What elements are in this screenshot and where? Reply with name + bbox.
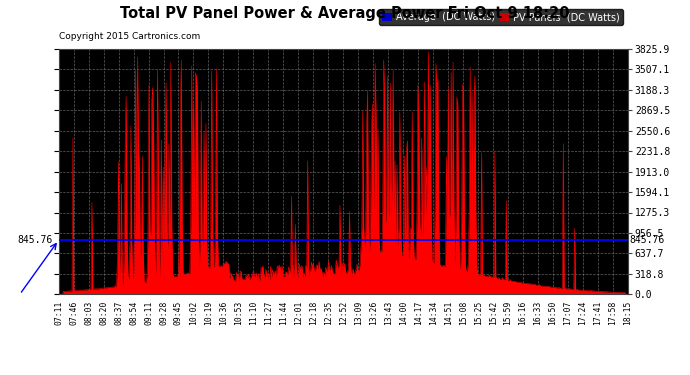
Text: Copyright 2015 Cartronics.com: Copyright 2015 Cartronics.com bbox=[59, 32, 200, 41]
Text: 845.76: 845.76 bbox=[18, 235, 53, 245]
Text: 845.76: 845.76 bbox=[629, 235, 664, 245]
Text: Total PV Panel Power & Average Power Fri Oct 9 18:20: Total PV Panel Power & Average Power Fri… bbox=[120, 6, 570, 21]
Legend: Average  (DC Watts), PV Panels  (DC Watts): Average (DC Watts), PV Panels (DC Watts) bbox=[380, 9, 623, 25]
